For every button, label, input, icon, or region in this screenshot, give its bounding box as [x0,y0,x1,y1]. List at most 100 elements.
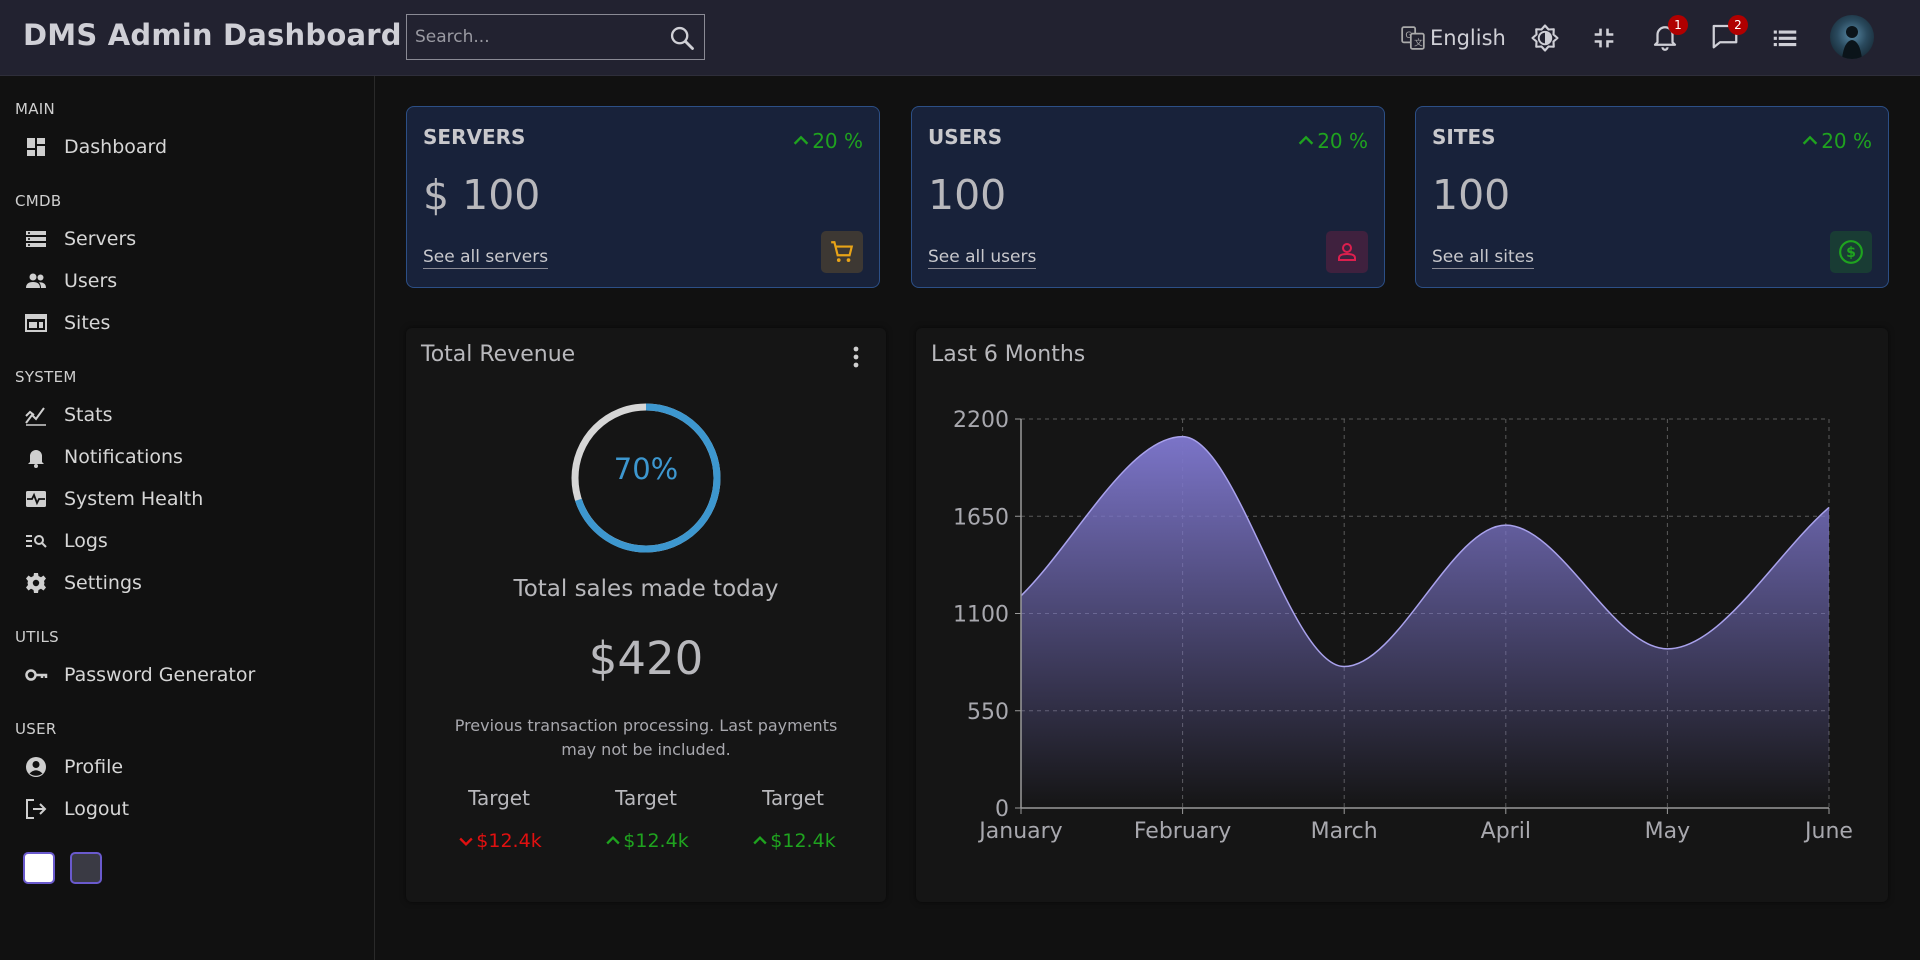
sidebar-item-servers[interactable]: Servers [24,222,136,256]
sidebar-item-label: Sites [64,312,111,334]
progress-label: 70% [613,452,679,486]
y-tick-label: 1100 [953,603,1009,628]
revenue-subtitle: Total sales made today [513,576,779,602]
x-tick-label: March [1311,819,1378,844]
translate-icon: G文 [1401,26,1425,50]
theme-toggle-button[interactable] [1530,21,1560,55]
x-tick-label: May [1645,819,1690,844]
top-bar: DMS Admin Dashboard G文 English 1 2 [0,0,1920,76]
servers-card: SERVERS 20 % $ 100 See all servers [406,106,880,288]
search-box[interactable] [406,14,705,60]
card-value: 100 [1432,171,1511,219]
notifications-badge: 1 [1668,15,1688,35]
dashboard-icon [27,138,45,156]
chevron-up-icon [606,836,620,845]
search-input[interactable] [407,15,657,59]
chevron-up-icon [793,135,809,145]
avatar[interactable] [1830,15,1874,59]
cart-icon [831,241,854,262]
svg-text:G: G [1405,31,1412,41]
sidebar-item-profile[interactable]: Profile [24,750,123,784]
card-value: $ 100 [423,171,541,219]
group-icon [26,273,46,288]
revenue-note: Previous transaction processing. Last pa… [454,716,838,759]
card-title: SITES [1432,125,1496,149]
stats-icon [25,407,46,426]
see-all-servers-link[interactable]: See all servers [423,247,549,269]
section-utils: UTILS [15,628,59,646]
search-icon[interactable] [668,24,696,52]
target-value: $12.4k [439,830,559,852]
card-percent-value: 20 % [1317,129,1368,153]
target-label: Target [762,786,824,810]
card-icon-box [1326,231,1368,273]
dollar-icon: $ [1839,240,1863,264]
see-all-sites-link[interactable]: See all sites [1432,247,1534,269]
theme-light-swatch[interactable] [23,852,55,884]
menu-list-button[interactable] [1770,21,1800,55]
x-tick-label: April [1481,819,1531,844]
area-chart: 0 550 1100 1650 2200 January February March Apri… [953,408,1853,844]
key-icon [25,669,48,681]
sidebar-item-label: System Health [64,488,204,510]
account-circle-icon [26,757,46,777]
x-tick-label: June [1803,819,1853,844]
y-tick-label: 1650 [953,505,1009,530]
y-tick-label: 0 [995,797,1009,822]
panel-title: Total Revenue [421,342,576,367]
sites-card: SITES 20 % 100 See all sites $ [1415,106,1889,288]
avatar-figure-icon [1842,26,1862,59]
sidebar-item-label: Logs [64,530,108,552]
target-label: Target [468,786,530,810]
sidebar-item-settings[interactable]: Settings [24,566,142,600]
series-line [1020,435,1830,668]
card-icon-box: $ [1830,231,1872,273]
sidebar-item-label: Users [64,270,118,292]
target-amount: $12.4k [623,830,689,852]
svg-text:文: 文 [1414,37,1423,49]
fullscreen-exit-icon [1594,28,1614,48]
revenue-amount: $420 [588,632,704,685]
fullscreen-exit-button[interactable] [1590,21,1618,55]
messages-button[interactable]: 2 [1710,15,1748,55]
sidebar-item-label: Logout [64,798,130,820]
card-title: SERVERS [423,125,526,149]
chevron-down-icon [459,837,473,846]
language-label: English [1430,26,1506,50]
chevron-up-icon [1802,135,1818,145]
messages-badge: 2 [1728,15,1748,35]
logout-icon [26,799,47,819]
y-tick-label: 550 [967,700,1009,725]
card-percent-value: 20 % [1821,129,1872,153]
brightness-icon [1531,24,1559,52]
card-percent-value: 20 % [812,129,863,153]
notifications-button[interactable]: 1 [1650,15,1688,55]
theme-dark-swatch[interactable] [70,852,102,884]
progress-fill [571,403,721,553]
sidebar-item-logout[interactable]: Logout [24,792,129,826]
revenue-progress-ring [571,403,721,553]
card-percent: 20 % [790,129,863,153]
target-amount: $12.4k [476,830,542,852]
sidebar-item-system-health[interactable]: System Health [24,482,203,516]
sidebar-item-dashboard[interactable]: Dashboard [24,130,167,164]
total-revenue-panel: Total Revenue [406,328,886,902]
sidebar-item-stats[interactable]: Stats [24,398,113,432]
section-cmdb: CMDB [15,192,62,210]
target-amount: $12.4k [770,830,836,852]
card-percent: 20 % [1295,129,1368,153]
sidebar-item-label: Servers [64,228,137,250]
app-title[interactable]: DMS Admin Dashboard [23,18,402,52]
sidebar-item-users[interactable]: Users [24,264,117,298]
x-tick-label: January [977,819,1062,844]
more-vert-icon[interactable] [853,346,859,368]
person-icon [1338,243,1356,261]
sidebar-item-notifications[interactable]: Notifications [24,440,183,474]
target-value: $12.4k [586,830,706,852]
section-user: USER [15,720,57,738]
see-all-users-link[interactable]: See all users [928,247,1037,269]
sidebar-item-password-generator[interactable]: Password Generator [24,658,255,692]
sidebar-item-logs[interactable]: Logs [24,524,108,558]
sidebar-item-sites[interactable]: Sites [24,306,110,340]
